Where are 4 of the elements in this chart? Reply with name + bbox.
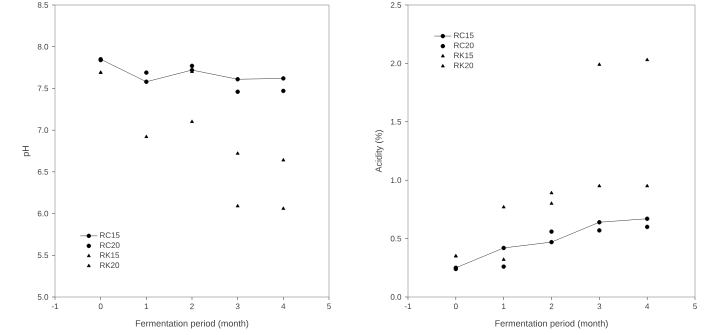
x-axis-title: Fermentation period (month) (495, 320, 608, 328)
y-axis-title: pH (22, 146, 31, 156)
y-axis-title: Acidity (%) (375, 130, 384, 172)
x-axis-title: Fermentation period (month) (136, 320, 248, 328)
